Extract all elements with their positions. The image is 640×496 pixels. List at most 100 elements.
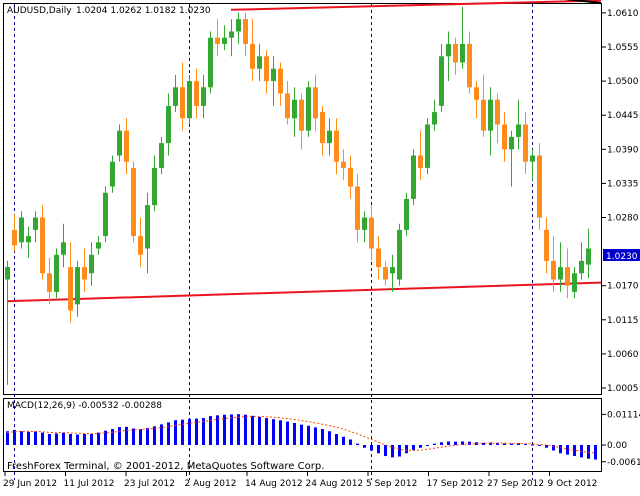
- date-axis: 29 Jun 2012 11 Jul 2012 23 Jul 2012 2 Aug 2…: [3, 472, 597, 489]
- macd-histogram-bar: [223, 414, 226, 445]
- bear-candle-body: [341, 161, 346, 168]
- bull-candle-body: [488, 99, 493, 131]
- macd-histogram-bar: [111, 429, 114, 445]
- macd-histogram-bar: [132, 428, 135, 445]
- macd-histogram-bar: [370, 445, 373, 451]
- date-tick-label: 23 Jul 2012: [124, 479, 175, 489]
- macd-histogram-bar: [524, 443, 527, 445]
- bear-candle-body: [12, 229, 17, 246]
- macd-histogram-bar: [503, 443, 506, 445]
- macd-histogram-bar: [160, 424, 163, 445]
- macd-histogram-bar: [412, 445, 415, 450]
- macd-histogram-bar: [188, 418, 191, 445]
- bear-candle-body: [243, 19, 248, 44]
- bull-candle-body: [222, 37, 227, 44]
- macd-tick-label: 0.00: [607, 441, 627, 451]
- macd-histogram-bar: [335, 434, 338, 445]
- macd-histogram-bar: [398, 445, 401, 457]
- bear-candle-body: [334, 130, 339, 162]
- macd-panel-border: [3, 398, 602, 472]
- macd-histogram-bar: [405, 445, 408, 454]
- macd-histogram-bar: [230, 414, 233, 445]
- macd-histogram-bar: [279, 420, 282, 445]
- bull-candle-body: [572, 273, 577, 292]
- macd-histogram-bar: [496, 442, 499, 445]
- current-price-label: 1.0230: [606, 252, 638, 262]
- date-tick-label: 2 Aug 2012: [185, 479, 237, 489]
- bull-candle-body: [208, 37, 213, 88]
- macd-histogram-bar: [384, 445, 387, 456]
- bear-candle-body: [180, 87, 185, 119]
- macd-histogram-bar: [363, 445, 366, 448]
- price-tick-label: 1.0280: [607, 214, 639, 224]
- bull-candle-body: [271, 68, 276, 82]
- bear-candle-body: [481, 99, 486, 131]
- price-tick-label: 1.0390: [607, 145, 639, 155]
- macd-histogram-bar: [76, 434, 79, 445]
- bear-candle-body: [544, 229, 549, 261]
- bull-candle-body: [33, 217, 38, 230]
- bull-candle-body: [411, 155, 416, 199]
- macd-histogram-bar: [209, 416, 212, 445]
- price-tick-label: 1.0500: [607, 77, 639, 87]
- macd-histogram-bar: [545, 445, 548, 448]
- bear-candle-body: [565, 267, 570, 286]
- macd-axis: 0.01114 0.00 -0.0061: [602, 410, 640, 468]
- bear-candle-body: [355, 186, 360, 230]
- bull-candle-body: [509, 136, 514, 150]
- bull-candle-body: [327, 130, 332, 144]
- macd-title: MACD(12,26,9) -0.00532 -0.00288: [7, 401, 162, 411]
- date-tick-label: 29 Jun 2012: [3, 479, 57, 489]
- macd-histogram-bar: [195, 418, 198, 445]
- bull-candle-body: [236, 19, 241, 32]
- bull-candle-body: [306, 87, 311, 131]
- price-panel-border: [3, 3, 602, 395]
- bear-candle-body: [82, 267, 87, 280]
- bull-candle-body: [187, 81, 192, 119]
- bull-candle-body: [173, 87, 178, 106]
- bull-candle-body: [446, 43, 451, 57]
- macd-histogram-bar: [272, 419, 275, 445]
- macd-histogram-bar: [433, 443, 436, 445]
- bull-candle-body: [397, 229, 402, 280]
- macd-histogram-bar: [454, 441, 457, 445]
- current-price-marker: [603, 249, 640, 261]
- macd-histogram-bar: [286, 421, 289, 445]
- macd-histogram-bar: [426, 445, 429, 446]
- bull-candle-body: [390, 267, 395, 274]
- bear-candle-body: [299, 99, 304, 131]
- macd-histogram-bar: [27, 431, 30, 445]
- bull-candle-body: [54, 254, 59, 292]
- macd-histogram-bar: [559, 445, 562, 454]
- macd-histogram-bar: [6, 431, 9, 445]
- bull-candle-body: [530, 155, 535, 162]
- bull-candle-body: [229, 31, 234, 38]
- bear-candle-body: [131, 167, 136, 237]
- macd-histogram-bar: [531, 444, 534, 446]
- bear-candle-body: [348, 167, 353, 187]
- price-tick-label: 1.0445: [607, 111, 639, 121]
- bull-candle-body: [19, 217, 24, 243]
- macd-histogram-bar: [97, 432, 100, 445]
- symbol-label: AUDUSD,Daily: [7, 6, 72, 16]
- macd-histogram-bar: [461, 441, 464, 445]
- bull-candle-body: [586, 248, 591, 265]
- price-tick-label: 1.0555: [607, 43, 639, 53]
- bear-candle-body: [40, 217, 45, 274]
- date-tick-label: 14 Aug 2012: [245, 479, 303, 489]
- bull-candle-body: [460, 43, 465, 63]
- bear-candle-body: [250, 43, 255, 69]
- bull-candle-body: [292, 99, 297, 119]
- macd-histogram-bar: [482, 442, 485, 445]
- macd-histogram-bar: [48, 434, 51, 445]
- macd-histogram-bar: [349, 439, 352, 445]
- trendlines[interactable]: [6, 0, 602, 303]
- macd-histogram-bar: [181, 419, 184, 445]
- bear-candle-body: [551, 260, 556, 280]
- price-tick-label: 1.0115: [607, 316, 639, 326]
- bear-candle-body: [313, 87, 318, 119]
- macd-histogram-bar: [377, 445, 380, 454]
